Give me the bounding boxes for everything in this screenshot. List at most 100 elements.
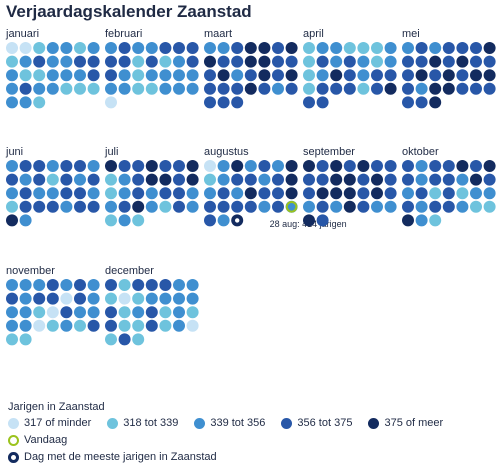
day-dot	[204, 173, 216, 186]
day-dot	[258, 200, 271, 213]
day-dot	[303, 69, 315, 82]
day-dot	[371, 187, 383, 200]
day-dot	[132, 82, 145, 95]
day-dot	[105, 42, 117, 54]
day-dot	[303, 82, 315, 95]
day-dot	[60, 279, 73, 291]
day-dot	[105, 96, 117, 109]
day-dot	[186, 319, 199, 332]
day-dot	[285, 55, 298, 68]
day-dot	[316, 173, 329, 186]
day-dot	[87, 306, 100, 319]
day-dot	[429, 187, 442, 200]
day-dot	[132, 333, 145, 346]
day-dot	[258, 42, 271, 54]
day-dot	[46, 200, 59, 213]
legend-swatch	[107, 417, 119, 429]
day-dot	[33, 96, 46, 109]
day-dot	[316, 96, 329, 109]
day-dot	[357, 42, 370, 54]
day-dot	[402, 173, 414, 186]
day-dot	[173, 292, 185, 305]
day-dot	[231, 173, 244, 186]
day-dot	[204, 82, 216, 95]
day-dot	[33, 82, 46, 95]
day-dot	[132, 292, 145, 305]
legend-swatch	[281, 417, 293, 429]
day-dot	[74, 279, 86, 291]
day-dot	[343, 173, 356, 186]
day-dot	[87, 200, 100, 213]
day-dot	[371, 173, 383, 186]
month-label: februari	[105, 28, 142, 40]
day-dot	[159, 173, 172, 186]
day-dot	[46, 279, 59, 291]
month-label: maart	[204, 28, 232, 40]
day-dot	[19, 279, 32, 291]
day-dot	[159, 187, 172, 200]
day-dot	[19, 200, 32, 213]
legend-item-bin-3: 339 tot 356	[194, 417, 265, 429]
day-dot	[105, 200, 117, 213]
day-dot	[19, 333, 32, 346]
day-dot	[6, 333, 18, 346]
day-dot	[132, 306, 145, 319]
day-dot	[19, 82, 32, 95]
day-dot	[186, 279, 199, 291]
legend-swatch	[8, 417, 19, 429]
day-dot	[19, 69, 32, 82]
day-dot	[46, 319, 59, 332]
day-dot	[442, 173, 455, 186]
day-dot	[118, 173, 131, 186]
day-dot	[105, 55, 117, 68]
day-dot	[186, 173, 199, 186]
day-dot	[429, 214, 442, 227]
day-dot	[402, 69, 414, 82]
day-dot	[132, 55, 145, 68]
day-dot	[204, 200, 216, 213]
day-dot	[132, 319, 145, 332]
day-dot	[456, 187, 469, 200]
day-dot	[74, 82, 86, 95]
day-dot	[384, 55, 397, 68]
day-dot	[285, 160, 298, 172]
day-dot	[231, 55, 244, 68]
day-dot	[74, 306, 86, 319]
day-dot	[173, 279, 185, 291]
day-dot	[33, 200, 46, 213]
day-dot	[231, 69, 244, 82]
legend-item-bin-1: 317 of minder	[8, 417, 91, 429]
month-label: december	[105, 265, 154, 277]
day-dot	[442, 69, 455, 82]
day-dot	[402, 160, 414, 172]
day-dot	[204, 42, 216, 54]
day-dot	[357, 69, 370, 82]
day-dot	[204, 160, 216, 172]
month-label: oktober	[402, 146, 439, 158]
day-dot	[132, 69, 145, 82]
legend-item-today: Vandaag	[8, 434, 478, 446]
day-dot	[159, 319, 172, 332]
day-dot	[118, 82, 131, 95]
day-dot	[186, 187, 199, 200]
day-dot	[204, 96, 216, 109]
legend-bins: 317 of minder 318 tot 339 339 tot 356 35…	[8, 417, 478, 429]
day-dot	[415, 160, 428, 172]
day-dot	[173, 319, 185, 332]
day-dot	[272, 160, 284, 172]
day-dot	[74, 187, 86, 200]
day-dot	[415, 42, 428, 54]
day-dot	[6, 69, 18, 82]
day-dot	[442, 187, 455, 200]
day-dot	[442, 42, 455, 54]
day-dot	[173, 69, 185, 82]
day-dot	[87, 292, 100, 305]
day-dot	[60, 319, 73, 332]
day-dot	[316, 69, 329, 82]
day-dot	[6, 292, 18, 305]
legend-label: Vandaag	[24, 434, 68, 446]
day-dot	[371, 160, 383, 172]
day-dot	[105, 292, 117, 305]
legend-label: 318 tot 339	[123, 417, 179, 429]
day-dot	[132, 160, 145, 172]
